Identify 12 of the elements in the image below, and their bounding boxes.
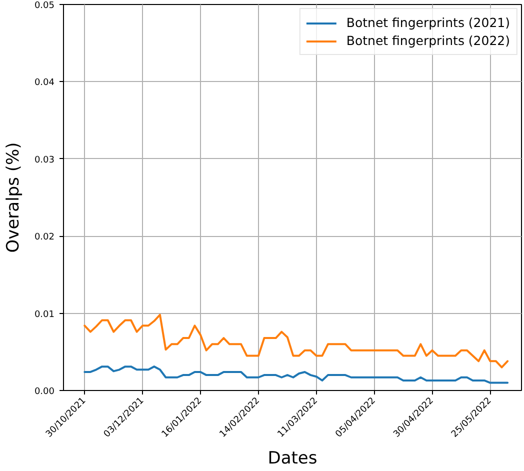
- legend-label: Botnet fingerprints (2022): [346, 33, 510, 48]
- line-series: [84, 366, 509, 384]
- x-axis-title: Dates: [268, 448, 318, 468]
- y-tick-label: 0.05: [34, 1, 55, 11]
- y-axis-title: Overalps (%): [3, 142, 24, 253]
- line-series: [84, 314, 509, 368]
- y-tick-label: 0.02: [34, 232, 55, 243]
- y-tick-label: 0.01: [34, 310, 55, 320]
- y-tick-label: 0.00: [34, 387, 55, 397]
- y-tick-label: 0.04: [34, 78, 55, 88]
- y-tick-label: 0.03: [34, 155, 55, 166]
- legend-label: Botnet fingerprints (2021): [346, 15, 510, 30]
